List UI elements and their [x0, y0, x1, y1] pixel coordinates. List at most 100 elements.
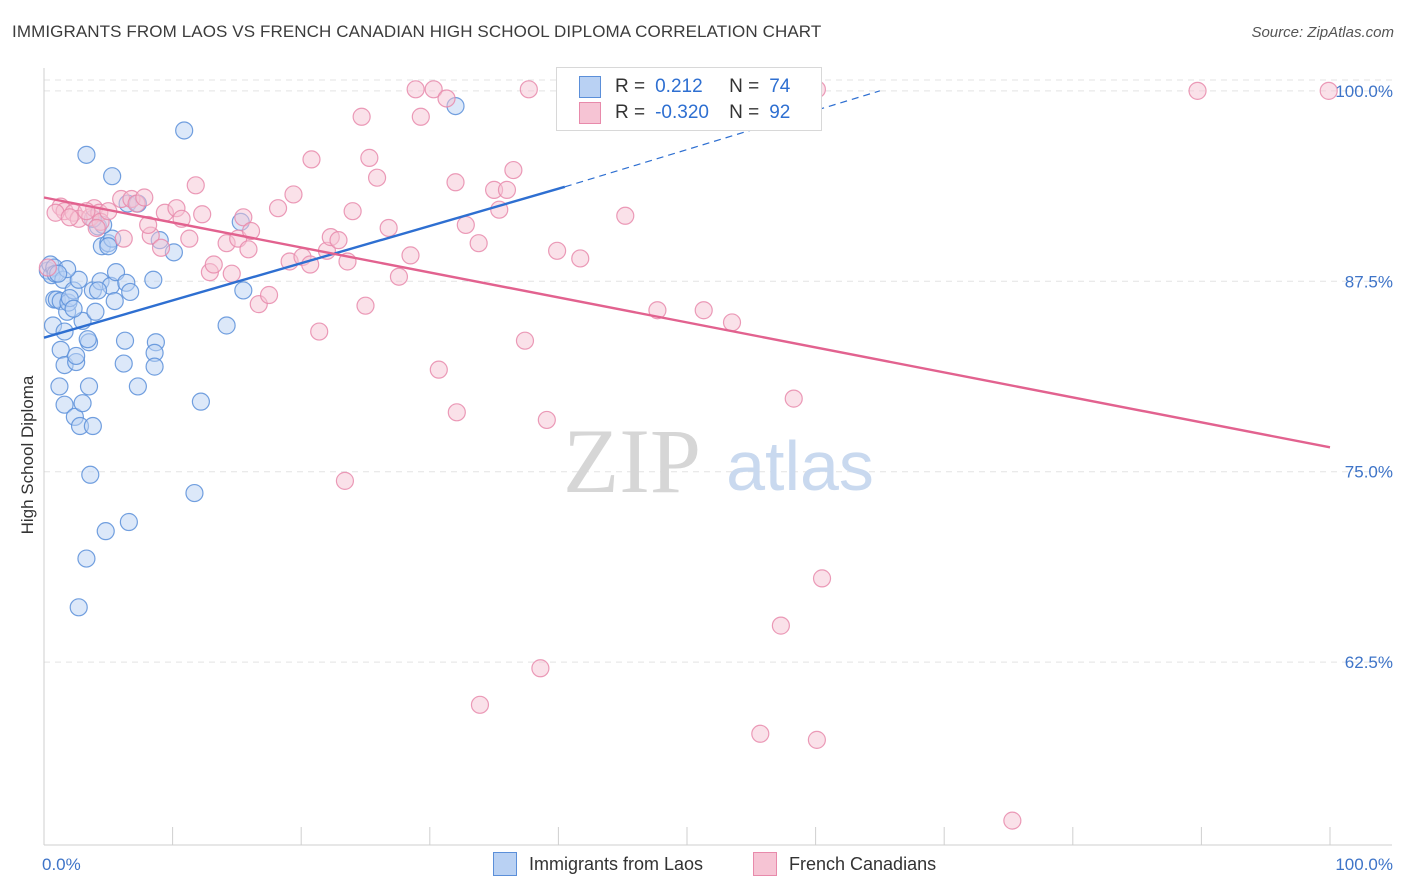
x-tick-label-right: 100.0% — [1335, 855, 1393, 874]
laos-point — [185, 483, 204, 503]
french-canadian-point — [329, 231, 348, 250]
french-canadian-point — [180, 229, 199, 248]
laos-point — [64, 299, 83, 318]
french-canadian-point — [356, 296, 375, 315]
french-canadian-point — [648, 301, 667, 320]
french-canadian-point — [437, 89, 456, 108]
french-canadian-point — [284, 185, 303, 204]
french-canadian-point — [268, 199, 288, 218]
bottom-legend-french-canadians: French Canadians — [753, 852, 936, 876]
laos-point — [69, 598, 88, 617]
tick-labels: 100.0% 87.5% 75.0% 62.5% 0.0% 100.0% — [42, 82, 1393, 874]
french-canadian-point — [139, 215, 158, 235]
laos-point — [77, 145, 96, 164]
french-canadian-point — [222, 264, 241, 283]
french-canadian-point — [310, 322, 329, 341]
french-canadian-point — [424, 80, 443, 99]
french-canadian-point — [151, 238, 171, 257]
laos-point — [88, 281, 108, 300]
french-canadian-point — [531, 659, 550, 678]
french-canadian-point — [1319, 81, 1338, 100]
french-canadian-point — [456, 215, 475, 235]
french-canadian-point — [694, 301, 713, 320]
y-tick-label: 75.0% — [1345, 463, 1393, 482]
french-canadian-point — [379, 218, 398, 238]
laos-point — [105, 292, 124, 311]
laos-point — [51, 340, 70, 359]
laos-point — [86, 302, 105, 321]
laos-point — [77, 549, 96, 568]
chart-title: IMMIGRANTS FROM LAOS VS FRENCH CANADIAN … — [12, 22, 822, 41]
laos-point — [115, 331, 135, 350]
french-canadian-point — [302, 150, 321, 169]
laos-point — [121, 282, 140, 302]
r-label: R = — [615, 102, 646, 123]
french-canadian-point — [447, 403, 466, 422]
bottom-legend-laos: Immigrants from Laos — [493, 852, 703, 876]
french-canadian-point — [1188, 81, 1207, 100]
french-canadian-point — [515, 331, 535, 350]
french-canadian-point — [784, 389, 803, 408]
french-canadian-point — [807, 730, 826, 749]
laos-point — [145, 357, 164, 376]
french-canadian-point — [186, 176, 205, 195]
n-label: N = — [729, 76, 760, 97]
french-canadian-point — [389, 267, 409, 286]
french-canadian-point — [751, 724, 770, 743]
laos-point — [55, 395, 74, 414]
french-canadian-point — [87, 218, 106, 238]
french-canadian-point — [446, 173, 465, 192]
french-canadian-point — [335, 471, 355, 490]
french-canadian-point — [193, 205, 212, 224]
french-canadian-point — [470, 695, 490, 714]
french-canadian-point — [60, 208, 79, 227]
french-canadian-point — [411, 107, 430, 126]
laos-point — [144, 270, 163, 289]
r-value: -0.320 — [655, 102, 709, 123]
laos-point — [175, 121, 194, 140]
french-canadian-point — [812, 569, 832, 588]
french-canadian-point — [406, 80, 425, 99]
y-tick-label: 62.5% — [1345, 653, 1393, 672]
stats-legend: R = 0.212 N = 74 R = -0.320 N = 92 — [556, 67, 822, 131]
laos-point — [234, 281, 253, 300]
gridlines — [44, 79, 1392, 663]
laos-point — [81, 465, 100, 484]
laos-point — [103, 167, 122, 186]
source-label: Source: ZipAtlas.com — [1251, 24, 1394, 41]
french-canadian-point — [241, 221, 261, 241]
r-value: 0.212 — [655, 76, 703, 97]
french-canadian-point — [259, 285, 279, 305]
legend-swatch-blue — [579, 76, 601, 98]
french-canadian-point — [204, 255, 223, 274]
laos-point — [78, 330, 97, 349]
n-value: 92 — [769, 102, 791, 123]
french-canadian-point — [548, 241, 567, 260]
legend-swatch-pink — [579, 102, 601, 124]
french-canadian-point — [616, 206, 635, 225]
french-canadian-point — [429, 360, 448, 379]
laos-point — [96, 522, 115, 541]
french-canadian-trend-line — [43, 196, 1331, 449]
laos-point — [83, 416, 102, 436]
legend-label-laos: Immigrants from Laos — [529, 853, 704, 874]
y-tick-label: 87.5% — [1345, 272, 1393, 291]
axes — [43, 68, 1392, 846]
r-label: R = — [615, 76, 646, 97]
laos-point — [114, 354, 133, 373]
french-canadian-point — [343, 202, 362, 221]
watermark-atlas: atlas — [726, 427, 874, 505]
french-canadian-point — [114, 229, 133, 248]
laos-point — [73, 394, 92, 413]
laos-point — [217, 316, 236, 335]
french-canadian-point — [360, 148, 379, 167]
x-tick-label-left: 0.0% — [42, 855, 81, 874]
n-label: N = — [729, 102, 760, 123]
laos-point — [67, 346, 86, 366]
trend-lines — [43, 90, 1331, 449]
french-canadian-point — [367, 168, 387, 187]
french-canadian-point — [537, 410, 556, 430]
y-tick-label: 100.0% — [1335, 82, 1393, 101]
laos-point — [50, 377, 69, 396]
n-value: 74 — [769, 76, 791, 97]
